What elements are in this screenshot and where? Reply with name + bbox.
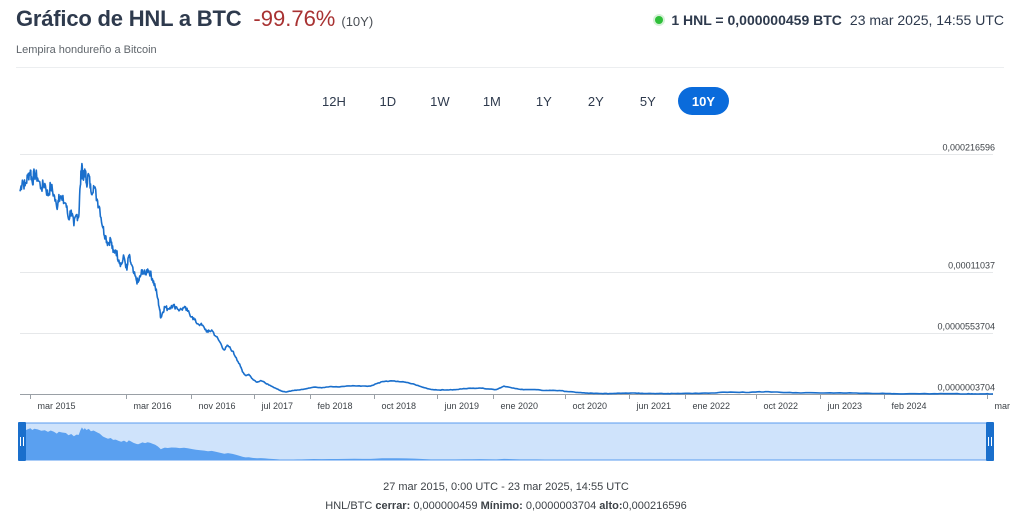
stats-close-label: cerrar: xyxy=(375,500,411,512)
live-indicator-icon xyxy=(655,16,664,24)
y-tick-label: 0,000216596 xyxy=(942,143,995,153)
exchange-rate: 1 HNL = 0,000000459 BTC xyxy=(671,12,842,28)
y-tick-label: 0,0000553704 xyxy=(937,322,995,332)
tab-2y[interactable]: 2Y xyxy=(587,93,604,109)
price-line xyxy=(19,162,994,395)
x-tick-label: oct 2022 xyxy=(764,401,799,411)
y-tick-label: 0,0000003704 xyxy=(937,383,995,393)
tab-1y[interactable]: 1Y xyxy=(535,93,552,109)
stats-max-label: alto: xyxy=(599,500,623,512)
stats-close-value: 0,000000459 xyxy=(413,500,478,512)
stats-pair: HNL/BTC xyxy=(325,500,373,512)
x-tick-label: feb 2024 xyxy=(892,401,927,411)
tab-5y[interactable]: 5Y xyxy=(639,93,656,109)
x-tick-label: nov 2016 xyxy=(199,401,236,411)
x-tick-label: oct 2018 xyxy=(382,401,417,411)
navigator-right-handle[interactable] xyxy=(986,422,994,461)
y-tick-label: 0,00011037 xyxy=(948,261,995,271)
period-label: (10Y) xyxy=(341,14,374,29)
x-tick-label: jul 2017 xyxy=(261,401,294,411)
x-tick-label: mar 2015 xyxy=(38,401,76,411)
tab-10y[interactable]: 10Y xyxy=(677,87,729,115)
x-tick-label: ene 2020 xyxy=(501,401,539,411)
stats-min-label: Mínimo: xyxy=(480,500,523,512)
tab-1d[interactable]: 1D xyxy=(379,93,397,109)
stats-min-value: 0,0000003704 xyxy=(525,500,597,512)
price-chart[interactable]: 0,000216596 0,00011037 0,0000553704 0,00000… xyxy=(0,130,1012,465)
rate-timestamp: 23 mar 2025, 14:55 UTC xyxy=(849,12,1004,28)
tab-1w[interactable]: 1W xyxy=(430,93,450,109)
x-tick-label: feb 2018 xyxy=(318,401,353,411)
tab-1m[interactable]: 1M xyxy=(482,93,501,109)
x-tick-label: mar 2025 xyxy=(995,401,1013,411)
page-title: Gráfico de HNL a BTC xyxy=(16,6,242,31)
chart-header: Gráfico de HNL a BTC -99.76% (10Y) Lempi… xyxy=(16,4,1004,64)
x-tick-label: ene 2022 xyxy=(693,401,731,411)
live-rate: 1 HNL = 0,000000459 BTC 23 mar 2025, 14:… xyxy=(655,12,1004,28)
stats-max-value: 0,000216596 xyxy=(622,500,687,512)
x-tick-label: oct 2020 xyxy=(573,401,608,411)
x-tick-label: jun 2021 xyxy=(636,401,672,411)
percent-change: -99.76% xyxy=(253,6,336,31)
navigator-area xyxy=(20,427,993,460)
navigator-left-handle[interactable] xyxy=(18,422,26,461)
page-subtitle: Lempira hondureño a Bitcoin xyxy=(16,44,157,56)
x-tick-label: mar 2016 xyxy=(134,401,172,411)
time-range-tabs: 12H 1D 1W 1M 1Y 2Y 5Y 10Y xyxy=(310,87,729,115)
x-tick-label: jun 2019 xyxy=(444,401,480,411)
tab-12h[interactable]: 12H xyxy=(322,93,346,109)
title-row: Gráfico de HNL a BTC -99.76% (10Y) xyxy=(16,6,373,32)
date-range: 27 mar 2015, 0:00 UTC - 23 mar 2025, 14:… xyxy=(383,481,629,493)
price-stats: HNL/BTC cerrar: 0,000000459 Mínimo: 0,00… xyxy=(0,500,1012,512)
header-divider xyxy=(16,67,1004,68)
x-tick-label: jun 2023 xyxy=(827,401,863,411)
